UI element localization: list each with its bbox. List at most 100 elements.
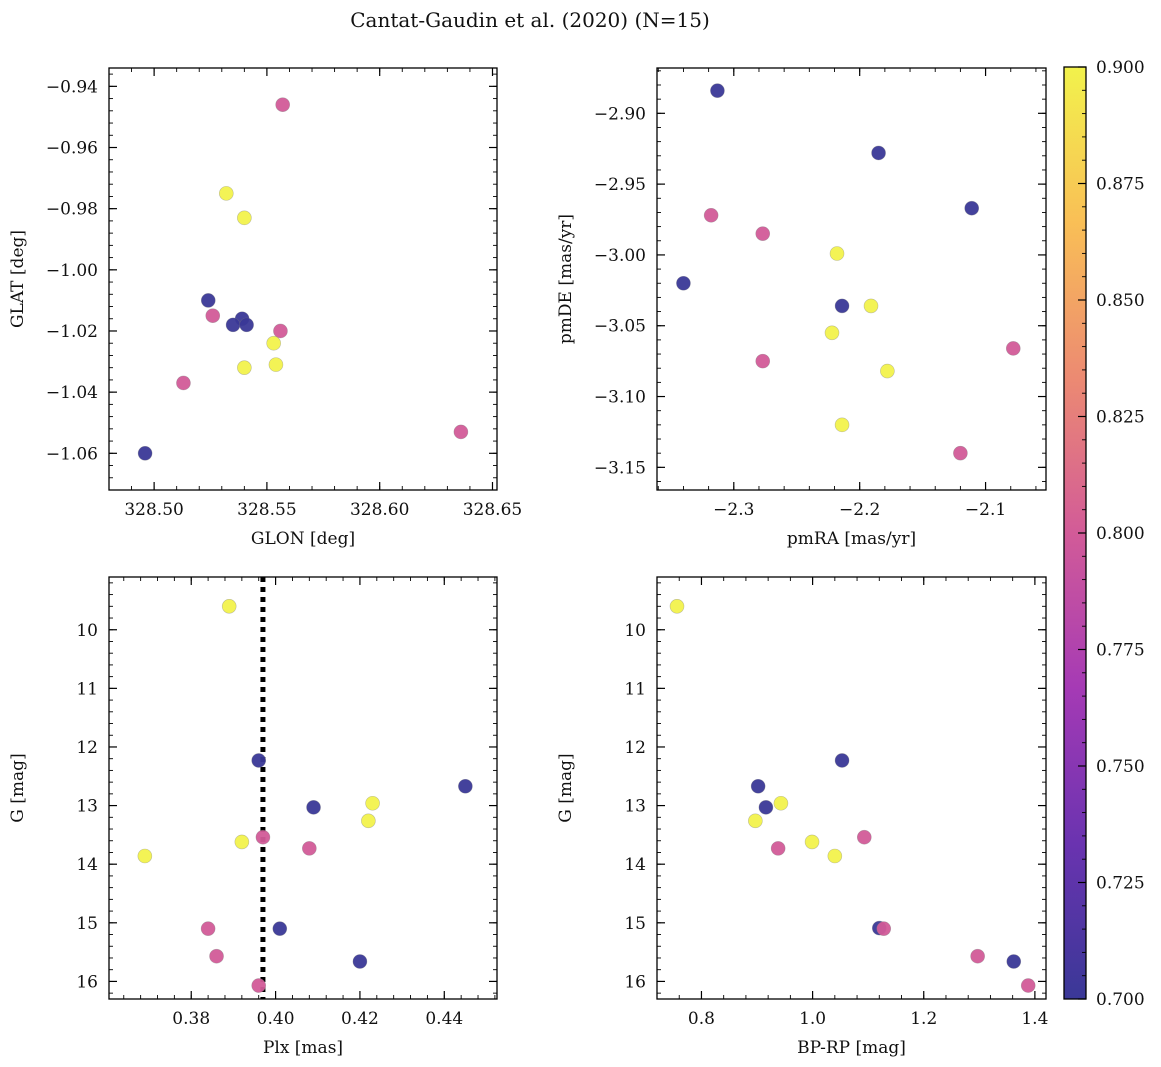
data-point — [770, 841, 786, 856]
y-tick-label: −0.94 — [46, 77, 98, 97]
scatter-points — [676, 83, 1021, 461]
data-point — [748, 813, 763, 829]
data-point — [176, 375, 191, 391]
data-point — [272, 921, 288, 936]
y-tick-label: 10 — [76, 621, 98, 641]
data-point — [669, 599, 685, 614]
data-point — [773, 795, 789, 811]
data-point — [876, 921, 892, 936]
data-point — [710, 83, 725, 98]
panel-plx-g: 0.38 0.40 0.42 0.44 10 11 12 13 14 15 16 Plx [mas] G… — [8, 576, 498, 1058]
y-axis-label: GLAT [deg] — [8, 230, 28, 328]
data-point — [306, 800, 321, 815]
y-tick-label: −1.04 — [46, 383, 98, 403]
data-point — [750, 778, 766, 794]
data-point — [834, 298, 850, 314]
data-point — [237, 360, 252, 375]
y-tick-label: 16 — [76, 972, 98, 992]
data-point — [361, 813, 376, 829]
colorbar-tick-label: 0.825 — [1096, 408, 1145, 428]
y-tick-label: 11 — [624, 679, 646, 699]
x-tick-label: 328.60 — [350, 500, 409, 520]
data-point — [1005, 341, 1021, 356]
data-point — [458, 778, 473, 794]
data-point — [219, 186, 234, 201]
y-tick-label: −0.98 — [46, 200, 98, 220]
data-point — [834, 417, 850, 433]
y-tick-label: 12 — [624, 738, 646, 758]
data-point — [964, 200, 980, 216]
y-tick-label: 10 — [624, 621, 646, 641]
colorbar-tick-label: 0.900 — [1096, 58, 1145, 78]
data-point — [758, 800, 774, 815]
colorbar-tick-label: 0.850 — [1096, 291, 1145, 311]
x-tick-label: 0.38 — [172, 1009, 210, 1029]
data-point — [755, 226, 771, 241]
data-point — [1006, 954, 1022, 969]
data-point — [266, 335, 281, 351]
data-point — [225, 317, 241, 333]
y-tick-label: 11 — [76, 679, 98, 699]
plot-frame — [656, 67, 1047, 491]
x-tick-label: 0.42 — [341, 1009, 379, 1029]
y-tick-label: 13 — [624, 797, 646, 817]
y-tick-label: 14 — [624, 855, 646, 875]
data-point — [827, 848, 843, 864]
y-tick-label: −3.00 — [594, 246, 646, 266]
y-axis-label: G [mag] — [8, 753, 28, 822]
x-tick-label: 1.4 — [1021, 1009, 1048, 1029]
y-tick-label: −1.02 — [46, 322, 98, 342]
colorbar-tick-label: 0.700 — [1096, 990, 1145, 1010]
y-axis-label: G [mag] — [556, 753, 576, 822]
data-point — [200, 921, 216, 936]
data-point — [275, 97, 290, 112]
data-point — [880, 363, 895, 379]
y-tick-label: 14 — [76, 855, 98, 875]
data-point — [221, 599, 237, 614]
panel-pmra-pmde: −2.3 −2.2 −2.1 −2.90 −2.95 −3.00 −3.05 −3.10 −3.… — [556, 67, 1047, 549]
plot-frame — [108, 576, 498, 1000]
data-point — [273, 323, 288, 339]
data-point — [352, 954, 368, 969]
x-tick-label: 0.8 — [688, 1009, 715, 1029]
data-point — [953, 445, 968, 461]
y-tick-label: 16 — [624, 972, 646, 992]
colorbar-tick-label: 0.800 — [1096, 524, 1145, 544]
y-tick-label: −1.06 — [46, 444, 98, 464]
data-point — [200, 293, 216, 308]
scatter-points — [137, 97, 469, 461]
colorbar-tick-label: 0.725 — [1096, 874, 1145, 894]
colorbar-tick-label: 0.775 — [1096, 641, 1145, 661]
data-point — [703, 207, 719, 223]
x-axis-label: Plx [mas] — [263, 1038, 343, 1058]
y-tick-label: 13 — [76, 797, 98, 817]
y-tick-label: −0.96 — [46, 139, 98, 159]
x-tick-label: 328.50 — [124, 500, 183, 520]
y-tick-label: −1.00 — [46, 261, 98, 281]
colorbar: 0.700 0.725 0.750 0.775 0.800 0.825 0.850 0.875… — [1063, 58, 1145, 1010]
x-tick-label: 328.55 — [237, 500, 296, 520]
plot-frame — [108, 67, 498, 491]
data-point — [829, 246, 845, 261]
data-point — [234, 834, 250, 850]
data-point — [871, 145, 886, 161]
x-tick-label: −2.1 — [965, 500, 1006, 520]
y-tick-label: −2.90 — [594, 104, 646, 124]
x-axis-label: BP-RP [mag] — [797, 1038, 906, 1058]
data-point — [251, 978, 267, 993]
y-tick-label: 15 — [624, 914, 646, 934]
x-tick-label: 0.40 — [257, 1009, 295, 1029]
data-point — [824, 325, 840, 341]
figure-title: Cantat-Gaudin et al. (2020) (N=15) — [350, 8, 710, 32]
data-point — [1020, 978, 1036, 993]
panel-glon-glat: 328.50 328.55 328.60 328.65 −0.94 −0.96 −0.98 −… — [8, 67, 522, 549]
y-tick-label: −3.05 — [594, 317, 646, 337]
data-point — [137, 848, 153, 864]
data-point — [755, 353, 771, 369]
y-tick-label: −2.95 — [594, 175, 646, 195]
data-point — [205, 308, 221, 323]
x-axis-label: GLON [deg] — [251, 529, 355, 549]
y-tick-label: 12 — [76, 738, 98, 758]
data-point — [676, 275, 691, 291]
